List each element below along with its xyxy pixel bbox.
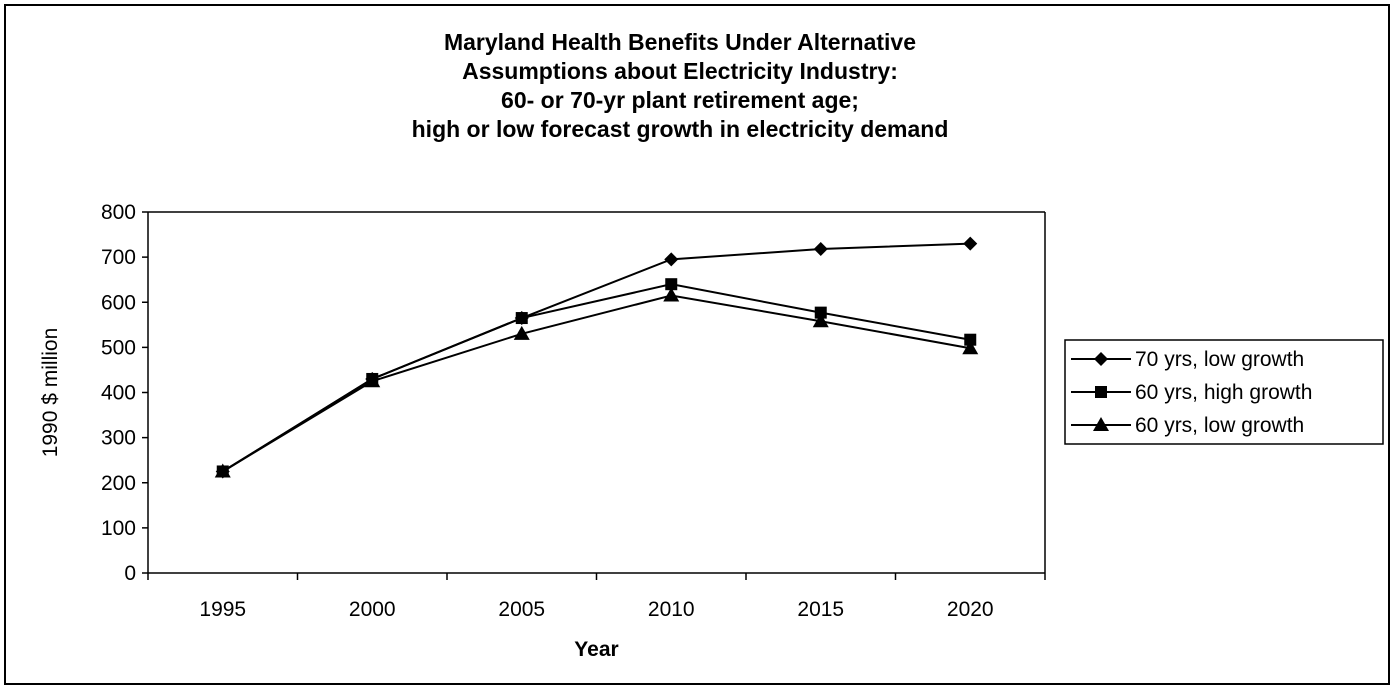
axes: 0 100 200 300 400 500 600 700 800 1995 2000 2005 201…	[39, 201, 1046, 661]
title-line-4: high or low forecast growth in electrici…	[412, 116, 949, 142]
title-line-3: 60- or 70-yr plant retirement age;	[501, 87, 859, 113]
series-line	[222, 294, 971, 473]
triangle-point	[214, 463, 231, 478]
x-tick-label: 2000	[349, 598, 396, 621]
y-axis-title: 1990 $ million	[39, 328, 62, 458]
y-tick-label: 600	[101, 291, 136, 314]
triangle-point	[663, 287, 680, 302]
y-tick-label: 300	[101, 427, 136, 450]
x-tick-label: 2010	[648, 598, 695, 621]
title-line-2: Assumptions about Electricity Industry:	[462, 58, 898, 84]
square-point	[515, 312, 528, 325]
x-axis-title: Year	[574, 638, 618, 661]
line-chart: Maryland Health Benefits Under Alternati…	[39, 29, 1384, 661]
triangle-point	[812, 313, 829, 328]
legend-label: 60 yrs, high growth	[1135, 381, 1312, 404]
series-3	[214, 287, 979, 478]
legend-square-icon	[1095, 386, 1107, 398]
y-tick-label: 0	[124, 562, 136, 585]
legend-label: 60 yrs, low growth	[1135, 414, 1304, 437]
series-line	[222, 242, 971, 473]
square-point	[964, 333, 977, 346]
y-tick-label: 800	[101, 201, 136, 224]
square-point	[814, 306, 827, 319]
legend-entry-3: 60 yrs, low growth	[1071, 414, 1304, 437]
legend-label: 70 yrs, low growth	[1135, 348, 1304, 371]
triangle-point	[513, 325, 530, 340]
legend-diamond-icon	[1094, 352, 1108, 366]
title-line-1: Maryland Health Benefits Under Alternati…	[444, 29, 916, 55]
y-tick-label: 400	[101, 382, 136, 405]
series-1	[215, 236, 978, 479]
diamond-point	[813, 242, 828, 257]
series-2	[216, 278, 977, 478]
chart-title: Maryland Health Benefits Under Alternati…	[412, 29, 949, 142]
legend-triangle-icon	[1093, 417, 1109, 431]
legend-entry-1: 70 yrs, low growth	[1071, 348, 1304, 371]
triangle-point	[364, 373, 381, 388]
triangle-point	[962, 340, 979, 355]
series-line	[222, 283, 971, 473]
x-tick-label: 2005	[498, 598, 545, 621]
y-tick-label: 100	[101, 517, 136, 540]
x-tick-label: 2015	[797, 598, 844, 621]
diamond-point	[963, 236, 978, 251]
series-layer	[214, 236, 979, 479]
legend-entry-2: 60 yrs, high growth	[1071, 381, 1312, 404]
y-tick-label: 200	[101, 472, 136, 495]
x-tick-label: 2020	[947, 598, 994, 621]
square-point	[665, 278, 678, 291]
x-tick-label: 1995	[199, 598, 246, 621]
y-tick-label: 700	[101, 246, 136, 269]
y-tick-label: 500	[101, 336, 136, 359]
diamond-point	[664, 252, 679, 267]
chart-frame: Maryland Health Benefits Under Alternati…	[4, 4, 1390, 685]
legend: 70 yrs, low growth 60 yrs, high growth 60 …	[1064, 339, 1384, 445]
